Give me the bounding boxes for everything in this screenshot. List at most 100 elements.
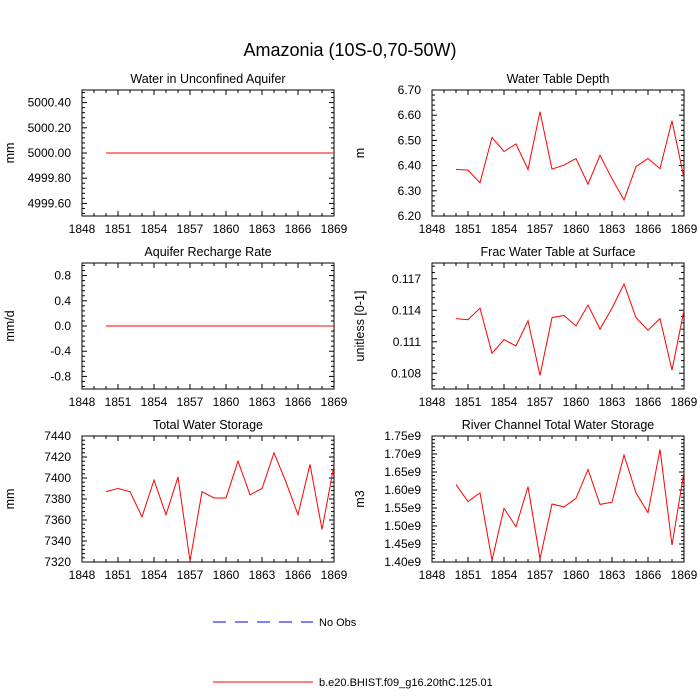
x-tick-label: 1869 [321,222,348,236]
y-axis-label: m [353,148,367,158]
x-tick-label: 1863 [599,222,626,236]
x-tick-label: 1869 [671,568,698,582]
x-tick-label: 1848 [69,395,96,409]
x-tick-label: 1857 [527,395,554,409]
y-tick-label: 6.30 [398,184,422,198]
x-tick-label: 1860 [213,395,240,409]
x-tick-label: 1851 [455,222,482,236]
plot-frame [431,262,685,390]
x-tick-label: 1869 [671,222,698,236]
x-tick-label: 1854 [141,395,168,409]
x-tick-label: 1857 [527,222,554,236]
y-tick-label: 6.70 [398,83,422,97]
panel-title: River Channel Total Water Storage [462,418,655,432]
chart-panel-1: Water in Unconfined Aquifer mm 1848 1851 185… [3,72,348,236]
x-tick-label: 1860 [213,222,240,236]
legend-obs-label: No Obs [319,617,357,629]
series-line-1 [105,451,335,562]
panel-title: Total Water Storage [153,418,263,432]
y-axis-label: m3 [353,490,367,507]
panels-group: Water in Unconfined Aquifer mm 1848 1851 185… [3,72,698,582]
y-axis-label: mm [3,489,17,510]
x-tick-label: 1857 [527,568,554,582]
panel-title: Water Table Depth [507,72,610,86]
y-axis-label: unitless [0-1] [353,291,367,362]
y-tick-label: 1.40e9 [384,555,421,569]
legend: No Obs b.e20.BHIST.f09_g16.20thC.125.01 [213,617,493,689]
series-line-1 [455,111,685,202]
x-tick-label: 1848 [419,568,446,582]
y-tick-label: 6.40 [398,159,422,173]
panel-title: Frac Water Table at Surface [481,245,636,259]
chart-panel-5: Total Water Storage mm 1848 1851 1854 1857 186… [3,418,348,582]
legend-model-label: b.e20.BHIST.f09_g16.20thC.125.01 [319,677,493,689]
y-tick-label: 1.75e9 [384,429,421,443]
y-tick-label: 1.60e9 [384,483,421,497]
y-tick-label: 0.8 [54,269,71,283]
chart-panel-2: Water Table Depth m 1848 1851 1854 1857 1860 18… [353,72,698,236]
y-tick-label: 5000.40 [28,96,72,110]
y-tick-label: 0.117 [392,272,421,286]
y-tick-label: 0.108 [391,366,421,380]
x-tick-label: 1863 [249,395,276,409]
y-tick-label: 7400 [44,471,71,485]
y-tick-label: 1.55e9 [384,501,421,515]
y-tick-label: 4999.80 [28,171,72,185]
series-line-1 [455,449,685,561]
y-tick-label: 5000.20 [28,121,72,135]
y-tick-label: 1.50e9 [384,519,421,533]
y-tick-label: 6.20 [398,209,422,223]
chart-panel-3: Aquifer Recharge Rate mm/d 1848 1851 1854 185… [3,245,348,409]
y-tick-label: 0.114 [392,303,421,317]
y-tick-label: 7440 [44,429,71,443]
y-tick-label: 1.70e9 [384,447,421,461]
x-tick-label: 1866 [285,222,312,236]
x-tick-label: 1860 [563,568,590,582]
x-tick-label: 1860 [563,395,590,409]
x-tick-label: 1860 [213,568,240,582]
x-tick-label: 1869 [671,395,698,409]
x-tick-label: 1851 [105,568,132,582]
x-tick-label: 1848 [419,222,446,236]
x-tick-label: 1866 [635,395,662,409]
x-tick-label: 1848 [69,222,96,236]
y-tick-label: 7420 [44,450,71,464]
x-tick-label: 1863 [599,568,626,582]
y-tick-label: 6.60 [398,108,422,122]
x-tick-label: 1869 [321,568,348,582]
plot-frame [431,435,685,563]
plot-frame [431,89,685,217]
x-tick-label: 1854 [141,222,168,236]
y-tick-label: 0.0 [54,319,71,333]
x-tick-label: 1848 [419,395,446,409]
x-tick-label: 1851 [455,395,482,409]
y-tick-label: -0.8 [50,369,71,383]
y-tick-label: 7380 [44,492,71,506]
x-tick-label: 1854 [141,568,168,582]
series-line-1 [455,282,685,376]
x-tick-label: 1854 [491,222,518,236]
y-tick-label: 6.50 [398,133,422,147]
x-tick-label: 1866 [635,222,662,236]
y-tick-label: -0.4 [50,344,71,358]
y-tick-label: 5000.00 [28,146,72,160]
y-axis-label: mm/d [3,310,17,341]
x-tick-label: 1854 [491,395,518,409]
x-tick-label: 1851 [105,395,132,409]
panel-title: Aquifer Recharge Rate [144,245,271,259]
x-tick-label: 1851 [105,222,132,236]
x-tick-label: 1866 [285,568,312,582]
x-tick-label: 1866 [635,568,662,582]
x-tick-label: 1857 [177,222,204,236]
y-tick-label: 0.111 [393,335,422,349]
y-tick-label: 4999.60 [28,196,72,210]
x-tick-label: 1863 [599,395,626,409]
x-tick-label: 1854 [491,568,518,582]
y-tick-label: 7320 [44,555,71,569]
x-tick-label: 1848 [69,568,96,582]
x-tick-label: 1851 [455,568,482,582]
panel-title: Water in Unconfined Aquifer [130,72,285,86]
